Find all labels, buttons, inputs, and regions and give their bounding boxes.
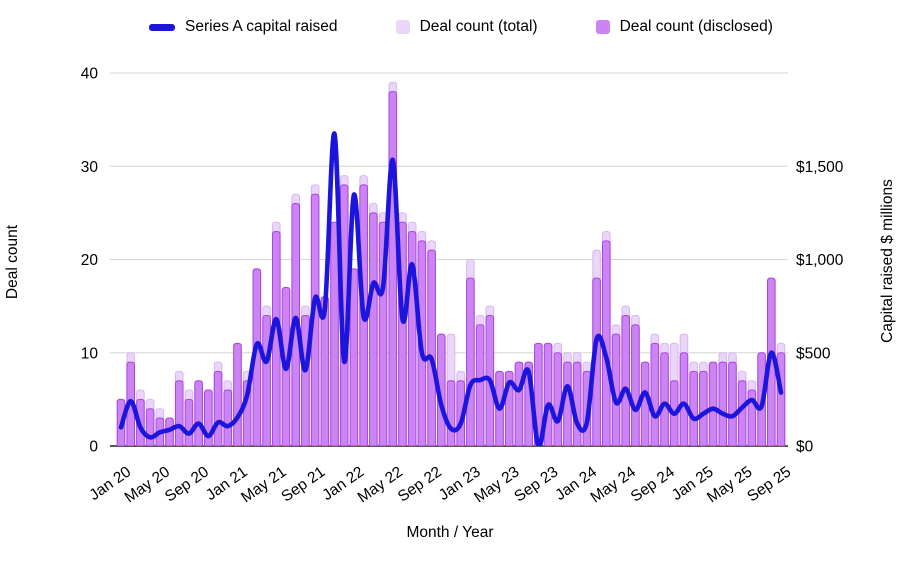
disclosed-swatch-icon — [595, 20, 610, 34]
bar-disclosed — [126, 361, 136, 446]
y-right-tick-label: $1,000 — [796, 252, 844, 269]
bar-disclosed — [475, 324, 485, 446]
bar-disclosed — [718, 361, 728, 446]
x-tick-label: Sep 22 — [395, 463, 445, 505]
legend-item-deal-count-disclosed: Deal count (disclosed) — [595, 18, 773, 36]
x-tick-label: May 25 — [704, 463, 755, 506]
x-tick-label: May 20 — [122, 463, 174, 506]
x-tick-label: Sep 24 — [628, 463, 678, 505]
bar-disclosed — [660, 352, 669, 446]
y-right-tick-label: $0 — [796, 439, 814, 456]
bar-disclosed — [349, 268, 359, 446]
capital-line-layer — [118, 131, 784, 446]
bar-disclosed — [679, 352, 689, 446]
x-tick-label: May 24 — [588, 463, 640, 506]
bar-disclosed — [699, 370, 708, 446]
bar-disclosed — [213, 370, 223, 446]
x-tick-label: May 21 — [238, 463, 289, 506]
bar-disclosed — [330, 221, 339, 446]
bar-disclosed — [466, 277, 475, 446]
bar-disclosed — [737, 380, 747, 446]
bar-disclosed — [563, 361, 572, 446]
bar-disclosed — [145, 408, 155, 446]
y-axis-right-title: Capital raised $ millions — [879, 179, 896, 343]
x-axis-title: Month / Year — [406, 524, 494, 541]
bars-disclosed-layer — [116, 91, 786, 446]
bar-disclosed — [369, 212, 378, 446]
bar-disclosed — [194, 380, 203, 446]
y-left-tick-label: 10 — [81, 345, 99, 362]
bar-disclosed — [233, 342, 242, 446]
x-tick-label: May 22 — [355, 463, 406, 506]
bar-disclosed — [262, 314, 271, 446]
bar-disclosed — [601, 240, 611, 446]
bar-disclosed — [543, 342, 553, 446]
x-tick-label: May 23 — [471, 463, 522, 506]
line-swatch-icon — [149, 23, 176, 31]
y-left-tick-label: 40 — [81, 66, 99, 83]
x-tick-label: Sep 23 — [511, 463, 561, 505]
y-right-tick-label: $1,500 — [796, 159, 844, 176]
y-axis-left-title: Deal count — [4, 224, 21, 300]
bar-disclosed — [252, 268, 262, 446]
total-swatch-icon — [395, 20, 410, 34]
bar-disclosed — [592, 277, 601, 446]
bar-disclosed — [446, 380, 456, 446]
bar-disclosed — [339, 184, 349, 446]
bar-disclosed — [766, 277, 776, 446]
legend-item-deal-count-total: Deal count (total) — [395, 18, 538, 36]
bar-disclosed — [708, 361, 718, 446]
bar-disclosed — [640, 361, 650, 446]
bar-disclosed — [631, 324, 640, 446]
bar-disclosed — [689, 370, 698, 446]
bar-disclosed — [271, 231, 281, 446]
bar-disclosed — [301, 314, 310, 446]
capital-raised-line — [118, 131, 784, 446]
y-left-tick-label: 30 — [81, 159, 99, 176]
chart-legend: Series A capital raised Deal count (tota… — [0, 18, 922, 36]
bar-disclosed — [728, 361, 737, 446]
bar-disclosed — [621, 314, 631, 446]
bar-disclosed — [310, 193, 320, 446]
legend-label-disclosed: Deal count (disclosed) — [619, 18, 773, 35]
x-tick-label: Sep 21 — [278, 463, 328, 505]
legend-label-total: Deal count (total) — [419, 18, 538, 35]
bar-disclosed — [553, 352, 563, 446]
y-left-tick-label: 20 — [81, 252, 99, 269]
y-right-tick-label: $500 — [796, 345, 831, 362]
bar-disclosed — [514, 361, 524, 446]
x-tick-label: Sep 20 — [162, 463, 212, 505]
bar-disclosed — [388, 91, 398, 446]
bar-disclosed — [611, 333, 621, 446]
x-tick-label: Sep 25 — [744, 463, 794, 505]
legend-item-series-a-capital: Series A capital raised — [149, 18, 338, 36]
legend-label-capital: Series A capital raised — [185, 18, 338, 35]
bar-disclosed — [427, 249, 436, 446]
bar-disclosed — [223, 389, 233, 446]
bar-disclosed — [650, 342, 660, 446]
bar-disclosed — [184, 398, 194, 446]
y-left-tick-label: 0 — [89, 439, 98, 456]
bar-disclosed — [174, 380, 184, 446]
